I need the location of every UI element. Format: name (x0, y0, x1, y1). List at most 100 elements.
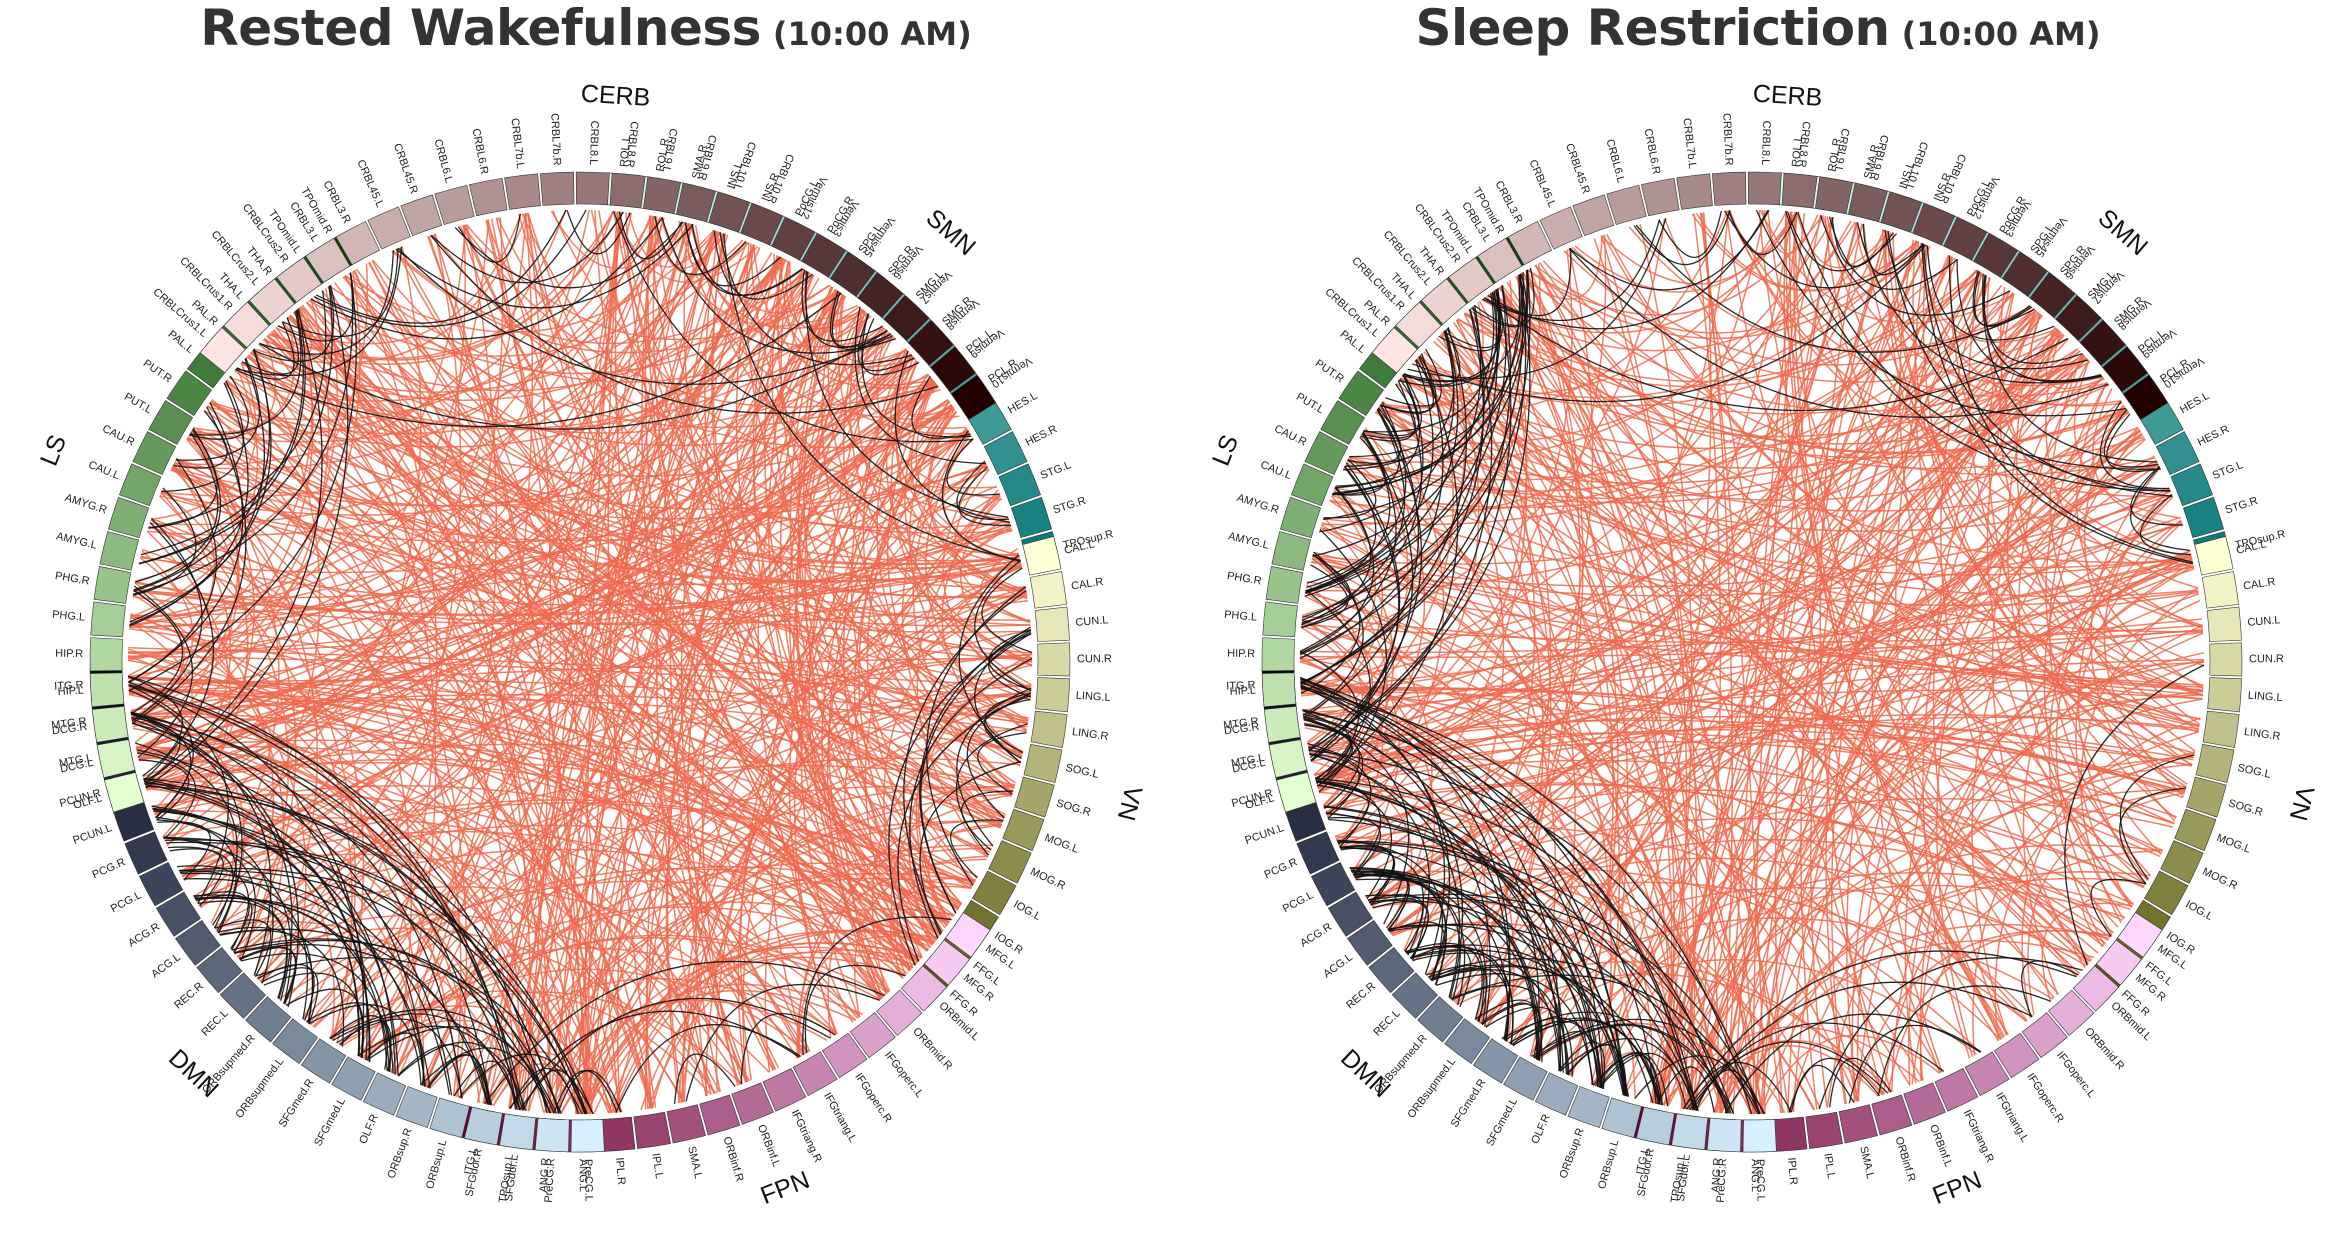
connection-chord (2106, 413, 2161, 472)
region-segment (2202, 710, 2240, 748)
region-label: IFGtriang.R (1961, 1108, 1996, 1165)
region-segment (1304, 431, 1349, 475)
connection-chord (1922, 245, 2186, 792)
connection-chord (1656, 1066, 1715, 1113)
region-segment (1903, 1082, 1946, 1125)
region-label: ITG.R (54, 679, 84, 692)
connection-chord (876, 329, 1002, 501)
region-segment (504, 173, 541, 210)
connection-chord (170, 468, 809, 1053)
connection-chord (1362, 348, 2079, 485)
region-label: ORBinf.L (1927, 1123, 1954, 1169)
panel-sleep-restriction: Sleep Restriction (10:00 AM) ROL.L ROL.R SM… (1172, 0, 2344, 1248)
network-label: VN (2284, 783, 2320, 824)
connection-chord (1917, 241, 2058, 343)
region-segment (633, 1111, 671, 1149)
region-label: ORBsup.R (385, 1127, 414, 1181)
connection-chord (1300, 490, 2171, 690)
region-segment (876, 989, 923, 1036)
region-segment (1534, 1072, 1579, 1116)
connection-chord (1724, 1013, 1981, 1114)
connection-chord (1303, 717, 1361, 810)
connection-chord (1337, 841, 1699, 1111)
connection-chord (129, 398, 949, 695)
connection-chord (723, 233, 1021, 561)
connection-chord (1388, 923, 1699, 1112)
region-segment (1263, 705, 1301, 743)
region-label: CRBL8.L (1759, 120, 1772, 165)
connection-chord (1759, 763, 2193, 1115)
region-segment (792, 1051, 838, 1097)
region-segment (1444, 1018, 1490, 1065)
connection-chord (2076, 381, 2204, 690)
region-segment (923, 939, 970, 986)
region-segment (1261, 637, 1295, 672)
connection-chord (259, 250, 394, 355)
region-label: ACG.L (149, 951, 183, 980)
connection-chord (779, 286, 923, 959)
connection-chord (1308, 408, 1423, 751)
connection-chord (1325, 783, 2109, 941)
connection-chord (2080, 586, 2199, 924)
region-label: ACG.R (126, 921, 162, 950)
connection-chord (926, 586, 1027, 886)
connection-chord (1326, 812, 1603, 1089)
connection-chord (956, 687, 1032, 847)
connection-chord (1337, 840, 1735, 1114)
connection-chord (128, 681, 365, 1058)
region-label: ORBinf.L (755, 1123, 782, 1169)
connection-chord (1300, 551, 1361, 695)
connection-chord (1473, 273, 1528, 327)
network-label: SMN (2093, 204, 2153, 262)
region-label: IOG.L (2183, 898, 2214, 923)
connection-chord (228, 376, 920, 962)
region-label: PreCG.L (1754, 1159, 1767, 1202)
region-segment (570, 1119, 605, 1153)
region-label: PUT.R (141, 357, 174, 385)
connection-chord (241, 317, 300, 375)
region-segment (762, 1068, 807, 1112)
connection-chord (138, 386, 940, 761)
connection-chord (1314, 729, 2187, 789)
connection-chord (979, 548, 1031, 623)
region-segment (1815, 176, 1853, 215)
connection-chord (131, 406, 247, 725)
region-segment (1022, 536, 1062, 576)
connection-chord (1599, 1052, 1688, 1110)
region-label: MOG.L (1043, 832, 1080, 856)
region-segment (175, 920, 221, 966)
connection-chord (552, 210, 997, 489)
connection-chord (909, 657, 1033, 939)
region-label: PUT.L (1294, 391, 1326, 416)
connection-chord (1310, 308, 1493, 762)
connection-chord (1301, 486, 1372, 625)
region-segment (1507, 221, 1552, 266)
connection-chord (127, 659, 749, 1082)
connection-chord (843, 493, 1001, 999)
region-label: PHG.R (1226, 570, 1262, 587)
connection-chord (1392, 881, 2027, 1022)
connection-chord (128, 683, 548, 1113)
region-label: CRBL8.R (624, 121, 641, 168)
region-segment (155, 891, 201, 937)
connection-chord (1783, 211, 1941, 1074)
region-label: ITG.L (462, 1146, 480, 1175)
region-segment (434, 184, 475, 225)
connection-chord (1922, 243, 2173, 497)
connection-chord (2082, 898, 2133, 948)
connection-chord (549, 592, 1027, 1114)
region-label: SFGmed.L (312, 1096, 348, 1148)
connection-chord (918, 658, 1033, 924)
connection-chord (1506, 281, 1859, 1102)
connection-chord (488, 872, 976, 1106)
connection-chord (1325, 811, 1564, 1073)
region-label: ROL.L (618, 135, 633, 168)
connection-chord (1385, 348, 1442, 407)
region-label: LING.R (2243, 726, 2281, 743)
region-label: ROL.R (1826, 137, 1843, 172)
region-segment (362, 1072, 407, 1116)
connection-chord (1512, 1019, 1660, 1105)
connection-chord (1877, 985, 2051, 1097)
connection-chord (1308, 289, 1512, 752)
network-label: CERB (1752, 80, 1823, 112)
